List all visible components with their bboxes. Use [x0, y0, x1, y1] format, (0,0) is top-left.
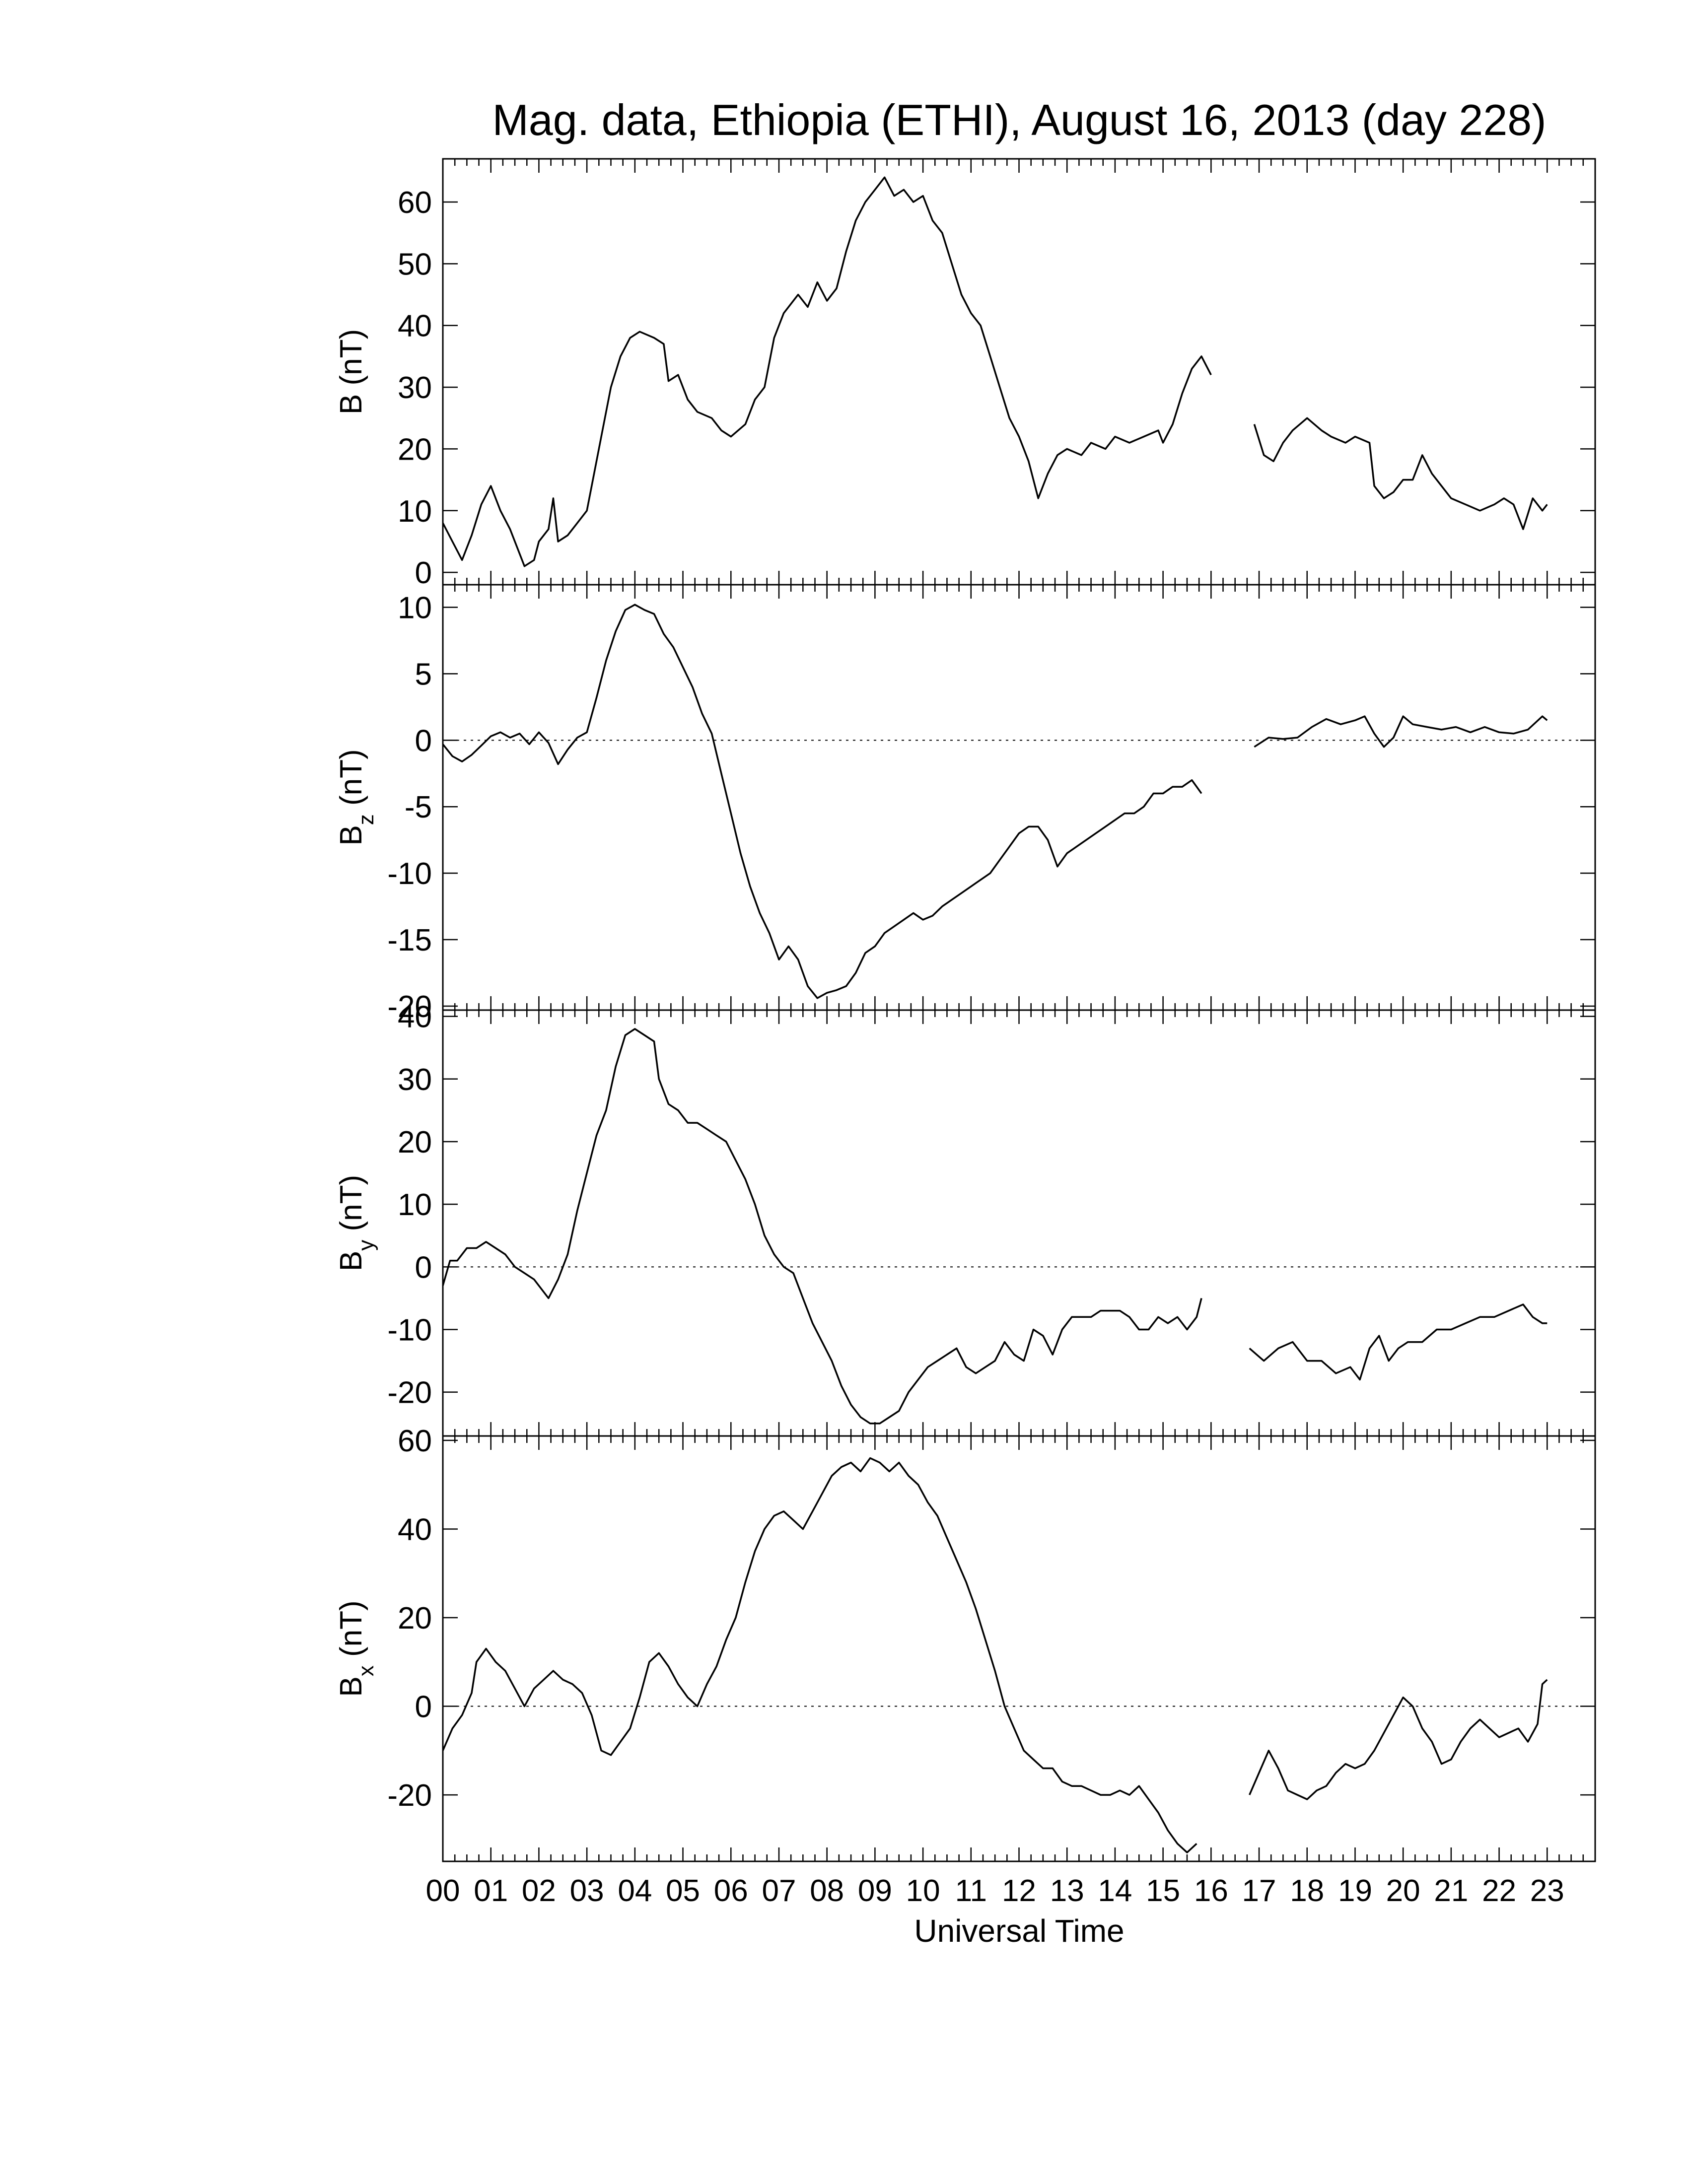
x-tick-label: 22 — [1482, 1874, 1516, 1908]
x-tick-label: 01 — [474, 1874, 508, 1908]
y-tick-label: 0 — [415, 1250, 432, 1285]
x-tick-label: 11 — [955, 1874, 987, 1908]
y-tick-label: 0 — [415, 556, 432, 590]
x-tick-label: 06 — [714, 1874, 748, 1908]
y-tick-label: 50 — [398, 247, 432, 281]
x-tick-label: 15 — [1146, 1874, 1180, 1908]
x-tick-label: 21 — [1434, 1874, 1468, 1908]
x-tick-label: 00 — [426, 1874, 460, 1908]
y-tick-label: 10 — [398, 494, 432, 529]
x-tick-label: 05 — [666, 1874, 700, 1908]
x-tick-label: 17 — [1242, 1874, 1276, 1908]
x-tick-label: 02 — [522, 1874, 556, 1908]
chart-title: Mag. data, Ethiopia (ETHI), August 16, 2… — [492, 95, 1547, 144]
x-tick-label: 03 — [570, 1874, 604, 1908]
y-tick-label: 40 — [398, 1000, 432, 1034]
x-tick-label: 10 — [906, 1874, 940, 1908]
x-tick-label: 20 — [1386, 1874, 1420, 1908]
y-tick-label: 30 — [398, 1063, 432, 1097]
series-line-B-1 — [1253, 417, 1548, 530]
y-tick-label: -20 — [387, 1376, 432, 1410]
y-axis-label-B: B (nT) — [334, 329, 368, 414]
x-tick-label: 23 — [1530, 1874, 1564, 1908]
series-line-Bz-1 — [1254, 715, 1548, 748]
y-tick-label: 60 — [398, 186, 432, 220]
series-line-Bz-0 — [442, 604, 1202, 999]
y-tick-label: -5 — [405, 790, 432, 824]
y-tick-label: 60 — [398, 1424, 432, 1458]
y-tick-label: 10 — [398, 1188, 432, 1222]
x-tick-label: 08 — [810, 1874, 844, 1908]
y-tick-label: 20 — [398, 1601, 432, 1636]
series-line-B-0 — [442, 176, 1212, 567]
y-axis-label-Bx: Bx (nT) — [334, 1600, 378, 1697]
x-tick-label: 19 — [1338, 1874, 1372, 1908]
y-tick-label: 30 — [398, 371, 432, 405]
panel-B: 0 10 20 30 40 50 60 B (nT) — [334, 158, 1596, 590]
x-tick-label: 07 — [762, 1874, 796, 1908]
y-tick-label: 40 — [398, 1512, 432, 1547]
x-tick-label: 18 — [1290, 1874, 1324, 1908]
y-tick-label: -15 — [387, 923, 432, 957]
series-line-By-1 — [1249, 1303, 1547, 1381]
y-tick-label: -10 — [387, 857, 432, 891]
x-tick-label: 09 — [858, 1874, 892, 1908]
y-tick-label: 10 — [398, 591, 432, 625]
y-axis-label-By: By (nT) — [334, 1175, 378, 1271]
x-tick-label: 14 — [1098, 1874, 1132, 1908]
y-tick-label: -10 — [387, 1313, 432, 1348]
x-tick-label: 13 — [1050, 1874, 1084, 1908]
y-axis-label-Bz: Bz (nT) — [334, 749, 378, 845]
panel-Bx: -20 0 20 40 60 Bx (nT) — [334, 1424, 1596, 1862]
y-tick-label: 20 — [398, 432, 432, 467]
y-tick-label: 0 — [415, 1690, 432, 1724]
x-tick-label: 04 — [618, 1874, 652, 1908]
y-tick-label: 20 — [398, 1125, 432, 1160]
x-axis-group: 00 01 02 03 04 05 06 07 08 09 10 11 12 13 14 15 16 17 18 19… — [426, 1874, 1564, 1908]
y-tick-label: 40 — [398, 309, 432, 343]
panel-Bz: -20 -15 -10 -5 0 5 10 Bz (nT) — [334, 584, 1596, 1024]
series-line-By-0 — [442, 1028, 1202, 1425]
y-tick-label: -20 — [387, 1778, 432, 1813]
y-tick-label: -20 — [387, 990, 432, 1024]
y-tick-label: 5 — [415, 657, 432, 691]
x-tick-label: 12 — [1002, 1874, 1036, 1908]
y-tick-label: 0 — [415, 724, 432, 758]
series-line-Bx-0 — [442, 1457, 1197, 1853]
panel-By: -20 -10 0 10 20 30 40 By (nT) — [334, 1000, 1596, 1437]
x-axis-label: Universal Time — [914, 1913, 1124, 1949]
x-tick-label: 16 — [1194, 1874, 1228, 1908]
series-line-Bx-1 — [1249, 1679, 1548, 1800]
